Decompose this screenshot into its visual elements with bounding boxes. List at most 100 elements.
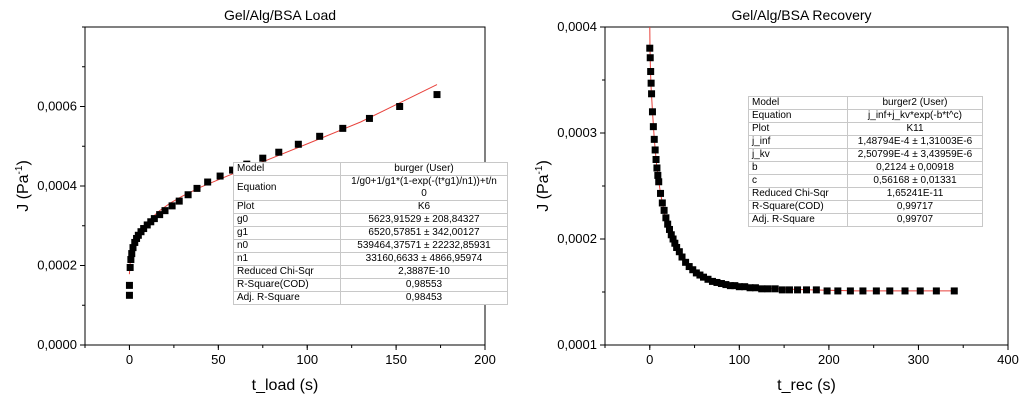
y-tick-label: 0,0004 — [557, 19, 597, 34]
fit-param-value: 1,65241E-11 — [847, 187, 983, 201]
x-tick-label: 100 — [728, 352, 750, 367]
data-point — [667, 231, 675, 239]
fit-param-name: g0 — [233, 213, 341, 227]
fit-table-row: n1 33160,6633 ± 4866,95974 — [233, 252, 508, 266]
data-point — [193, 184, 201, 192]
data-point — [175, 197, 183, 205]
y-tick-label: 0,0001 — [557, 337, 597, 352]
fit-param-name: b — [748, 161, 848, 175]
data-point — [648, 90, 656, 98]
fit-param-value: 6520,57851 ± 342,00127 — [340, 226, 508, 240]
data-point — [812, 286, 820, 294]
fit-param-name: Model — [748, 96, 848, 110]
data-point — [846, 287, 854, 295]
fit-results-table: Model burger (User) Equation 1/g0+1/g1*(1-e… — [233, 162, 508, 305]
data-point — [433, 91, 441, 99]
data-point — [673, 243, 681, 251]
fit-param-value: 0,56168 ± 0,01331 — [847, 174, 983, 188]
data-point — [316, 132, 324, 140]
fit-table-row: Reduced Chi-Sqr 2,3887E-10 — [233, 265, 508, 279]
data-point — [125, 281, 133, 289]
data-point — [127, 256, 135, 264]
fit-param-value: 33160,6633 ± 4866,95974 — [340, 252, 508, 266]
data-point — [886, 287, 894, 295]
fit-param-value: 5623,91529 ± 208,84327 — [340, 213, 508, 227]
fit-param-value: 2,50799E-4 ± 3,43959E-6 — [847, 148, 983, 162]
x-tick-label: 200 — [818, 352, 840, 367]
data-point — [708, 277, 716, 285]
data-point — [655, 178, 663, 186]
data-point — [161, 207, 169, 215]
data-point — [150, 215, 158, 223]
y-axis-title-sup: -1 — [14, 165, 25, 174]
data-point — [901, 287, 909, 295]
data-point — [129, 244, 137, 252]
recovery-chart: Gel/Alg/BSA Recovery t_rec (s) J (Pa-1) … — [534, 7, 1019, 394]
data-point — [671, 239, 679, 247]
y-axis-title-close: ) — [15, 160, 32, 165]
data-point — [669, 235, 677, 243]
data-point — [823, 287, 831, 295]
fit-param-value: 0,99707 — [847, 213, 983, 227]
data-point — [275, 148, 283, 156]
fit-table-row: Adj. R-Square 0,98453 — [233, 291, 508, 305]
y-tick-label: 0,0000 — [37, 337, 77, 352]
data-point — [794, 286, 802, 294]
data-point — [872, 287, 880, 295]
fit-param-value: K11 — [847, 122, 983, 136]
data-point — [134, 231, 142, 239]
data-point — [646, 44, 654, 52]
fit-param-name: Equation — [233, 175, 341, 201]
data-point — [125, 291, 133, 299]
data-point — [746, 284, 754, 292]
fit-param-name: R-Square(COD) — [233, 278, 341, 292]
fit-param-value: 2,3887E-10 — [340, 265, 508, 279]
fit-param-name: Reduced Chi-Sqr — [233, 265, 341, 279]
data-point — [932, 287, 940, 295]
data-point — [657, 189, 665, 197]
fit-param-value: 1/g0+1/g1*(1-exp(-(t*g1)/n1))+t/n 0 — [340, 175, 508, 201]
y-axis-title: J (Pa-1) — [534, 160, 552, 212]
data-point — [662, 214, 670, 222]
fit-table-row: R-Square(COD) 0,99717 — [748, 200, 983, 214]
x-axis-title: t_load (s) — [252, 377, 319, 394]
fit-table-row: j_kv 2,50799E-4 ± 3,43959E-6 — [748, 148, 983, 162]
data-point — [649, 123, 657, 131]
data-point — [658, 199, 666, 207]
fit-table-row: Adj. R-Square 0,99707 — [748, 213, 983, 227]
data-point — [771, 285, 779, 293]
data-point — [168, 202, 176, 210]
fit-table-row: b 0,2124 ± 0,00918 — [748, 161, 983, 175]
fit-table-row: Reduced Chi-Sqr 1,65241E-11 — [748, 187, 983, 201]
chart-title: Gel/Alg/BSA Recovery — [731, 7, 871, 23]
fit-results-table: Model burger2 (User) Equation j_inf+j_kv*ex… — [748, 96, 983, 227]
fit-table-row: Equation j_inf+j_kv*exp(-b*t^c) — [748, 109, 983, 123]
fit-param-value: 1,48794E-4 ± 1,31003E-6 — [847, 135, 983, 149]
data-point — [682, 258, 690, 266]
y-axis-title-main: J (Pa — [535, 174, 552, 211]
fit-param-name: Adj. R-Square — [233, 291, 341, 305]
fit-param-name: R-Square(COD) — [748, 200, 848, 214]
data-point — [950, 287, 958, 295]
x-tick-label: 200 — [474, 352, 496, 367]
fit-table-row: j_inf 1,48794E-4 ± 1,31003E-6 — [748, 135, 983, 149]
chart-title: Gel/Alg/BSA Load — [224, 7, 336, 23]
data-point — [685, 263, 693, 271]
data-point — [147, 218, 155, 226]
y-tick-label: 0,0002 — [557, 231, 597, 246]
fit-table-row: g0 5623,91529 ± 208,84327 — [233, 213, 508, 227]
fit-param-value: K6 — [340, 200, 508, 214]
x-axis-title: t_rec (s) — [777, 377, 836, 394]
data-point — [259, 154, 267, 162]
data-point — [647, 68, 655, 76]
data-point — [778, 286, 786, 294]
data-point — [339, 124, 347, 132]
fit-param-name: Plot — [233, 200, 341, 214]
fit-param-name: Plot — [748, 122, 848, 136]
data-point — [648, 108, 656, 116]
fit-table-row: Plot K6 — [233, 200, 508, 214]
fit-param-name: Model — [233, 162, 341, 176]
fit-table-row: Plot K11 — [748, 122, 983, 136]
